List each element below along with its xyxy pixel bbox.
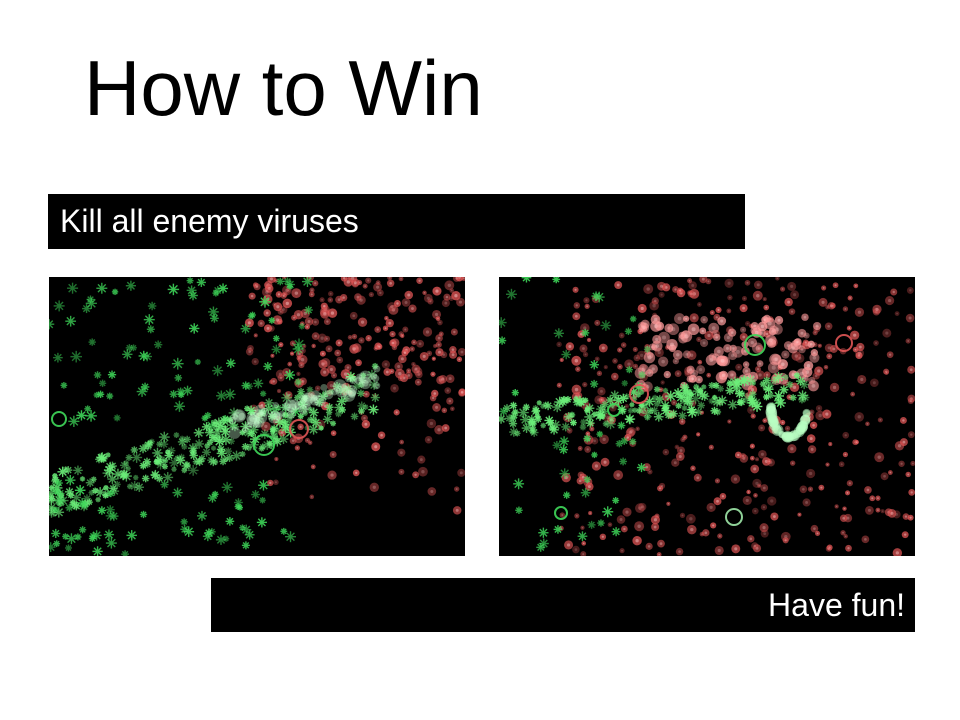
- game-screenshot-right: [499, 277, 915, 556]
- instruction-text: Kill all enemy viruses: [60, 203, 359, 239]
- game-screenshot-left: [49, 277, 465, 556]
- closing-text: Have fun!: [768, 587, 905, 623]
- closing-banner: Have fun!: [211, 578, 915, 632]
- battle-scene-right: [499, 277, 915, 556]
- battle-scene-left: [49, 277, 465, 556]
- slide-title: How to Win: [84, 44, 483, 132]
- instruction-banner: Kill all enemy viruses: [48, 194, 745, 249]
